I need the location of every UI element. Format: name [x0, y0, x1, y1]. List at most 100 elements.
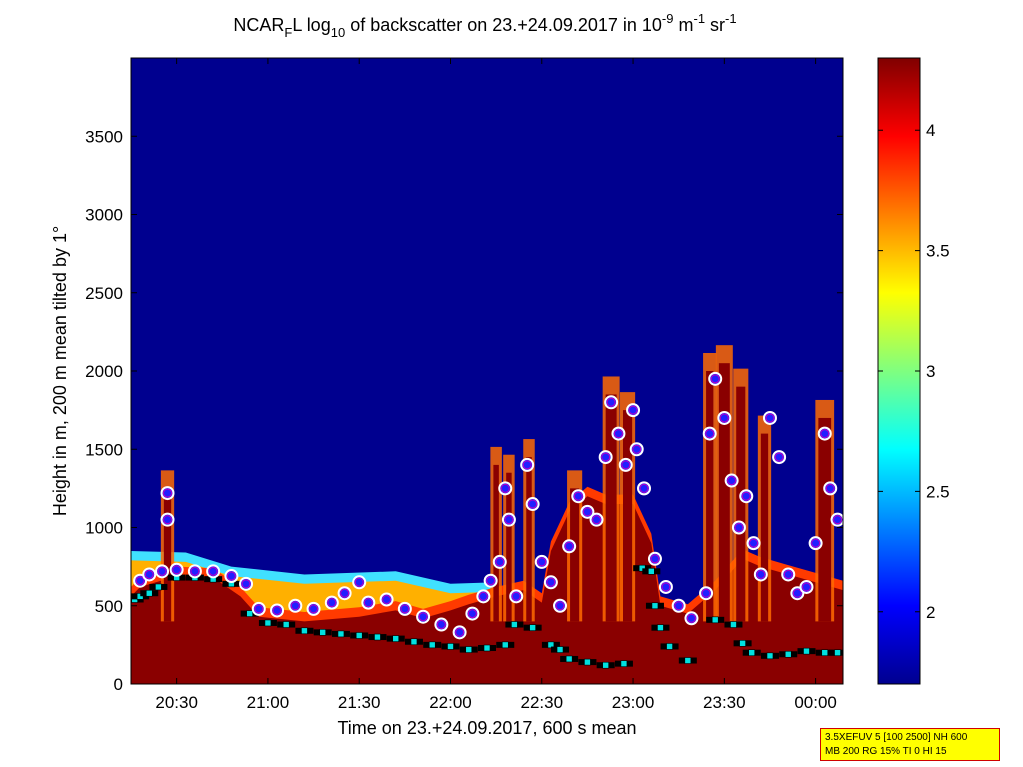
cloud-top-marker-ring [190, 566, 200, 576]
boundary-layer-core [131, 496, 843, 684]
cloud-base-marker [145, 589, 153, 597]
cloud-top-marker-ring [537, 557, 547, 567]
cloud-top-marker-ring [500, 483, 510, 493]
cloud-top-marker-ring [135, 576, 145, 586]
cloud-top-marker-ring [504, 515, 514, 525]
cloud-top-marker-ring [418, 612, 428, 622]
cloud-base-marker [684, 657, 692, 664]
y-tick-label: 1500 [85, 440, 123, 459]
cloud-plume-core [493, 464, 499, 622]
cloud-top-marker-ring [639, 483, 649, 493]
cloud-base-marker [355, 632, 363, 639]
processing-info-box: 3.5XEFUV 5 [100 2500] NH 600 MB 200 RG 1… [820, 728, 1000, 761]
cloud-top-marker-ring [833, 515, 843, 525]
x-axis-label: Time on 23.+24.09.2017, 600 s mean [337, 718, 636, 738]
cloud-top-marker-ring [172, 565, 182, 575]
cloud-base-marker [602, 661, 609, 669]
cloud-base-marker [766, 652, 774, 660]
cloud-top-marker-ring [719, 413, 729, 423]
cloud-top-marker-ring [582, 507, 592, 517]
cloud-top-marker-ring [522, 460, 532, 470]
colorbar-tick-label: 2.5 [926, 482, 950, 501]
y-tick-label: 0 [114, 675, 123, 694]
cloud-plume-core [506, 472, 512, 622]
cloud-base-marker [301, 627, 308, 635]
cloud-base-marker [337, 630, 345, 638]
colorbar-tick-label: 3 [926, 362, 935, 381]
cloud-base-marker [264, 619, 272, 627]
cloud-top-marker-ring [382, 594, 392, 604]
cloud-top-marker-ring [601, 452, 611, 462]
cloud-top-marker-ring [820, 429, 830, 439]
colorbar-ticks: 2 2.5 3 3.5 4 [878, 121, 950, 622]
cloud-top-marker-ring [163, 488, 173, 498]
cloud-top-marker-ring [455, 627, 465, 637]
chart-title: NCARFL log10 of backscatter on 23.+24.09… [233, 11, 736, 40]
cloud-top-marker-ring [144, 569, 154, 579]
cloud-top-marker-ring [783, 569, 793, 579]
cloud-base-marker [784, 650, 792, 658]
x-tick-label: 21:30 [338, 693, 381, 712]
cloud-top-marker-ring [650, 554, 660, 564]
cloud-top-marker-ring [705, 429, 715, 439]
cloud-top-marker-ring [765, 413, 775, 423]
cloud-base-marker [511, 621, 518, 628]
y-tick-label: 500 [95, 597, 123, 616]
cloud-base-marker [730, 621, 737, 628]
cloud-top-marker-ring [467, 609, 477, 619]
colorbar-tick-label: 2 [926, 603, 935, 622]
cloud-top-marker-ring [436, 620, 446, 630]
x-tick-label: 21:00 [247, 693, 290, 712]
cloud-top-marker-ring [573, 491, 583, 501]
cloud-top-marker-ring [241, 579, 251, 589]
y-tick-label: 3500 [85, 127, 123, 146]
cloud-base-marker [501, 641, 509, 649]
cloud-top-marker-ring [774, 452, 784, 462]
cloud-top-marker-ring [613, 429, 623, 439]
x-tick-label: 23:30 [703, 693, 746, 712]
cloud-top-marker-ring [495, 557, 505, 567]
cloud-base-marker [565, 655, 573, 663]
cloud-base-marker [155, 583, 162, 591]
cloud-top-marker-ring [327, 598, 337, 608]
cloud-base-marker [657, 624, 664, 631]
cloud-base-marker [748, 649, 756, 657]
cloud-top-marker-ring [628, 405, 638, 415]
cloud-plume-core [736, 386, 746, 622]
marker-layer [131, 371, 843, 669]
cloud-top-marker-ring [511, 591, 521, 601]
cloud-top-marker-ring [208, 566, 218, 576]
info-line-2: MB 200 RG 15% TI 0 HI 15 [825, 746, 947, 757]
x-tick-label: 20:30 [155, 693, 198, 712]
cloud-top-marker-ring [734, 523, 744, 532]
cloud-base-marker [374, 633, 381, 641]
cloud-top-marker-ring [354, 577, 364, 587]
cloud-base-marker [428, 641, 436, 649]
plot-area [130, 57, 844, 685]
cloud-base-marker [666, 643, 673, 650]
cloud-plume-core [760, 433, 769, 622]
cloud-top-marker-ring [564, 541, 574, 551]
cloud-top-marker-ring [632, 444, 642, 454]
colorbar: 2 2.5 3 3.5 4 [877, 57, 950, 685]
cloud-top-marker-ring [686, 613, 696, 623]
info-line-1: 3.5XEFUV 5 [100 2500] NH 600 [825, 732, 968, 743]
cloud-top-marker-ring [701, 588, 711, 598]
colorbar-tick-label: 4 [926, 121, 935, 140]
cloud-base-marker [803, 647, 810, 655]
cloud-plume-core [718, 363, 730, 622]
cloud-base-marker [547, 641, 555, 649]
y-axis-label: Height in m, 200 m mean tilted by 1° [50, 226, 70, 516]
cloud-top-marker-ring [478, 591, 488, 601]
cloud-top-marker-ring [163, 515, 173, 525]
cloud-top-marker-ring [661, 582, 671, 592]
cloud-top-marker-ring [592, 515, 602, 525]
heatmap-layer [131, 345, 843, 684]
cloud-base-marker [136, 593, 144, 600]
cloud-base-marker [584, 658, 591, 666]
cloud-top-marker-ring [825, 483, 835, 493]
cloud-top-marker-ring [621, 460, 631, 470]
cloud-base-marker [282, 621, 290, 628]
cloud-plume-core [526, 457, 532, 622]
